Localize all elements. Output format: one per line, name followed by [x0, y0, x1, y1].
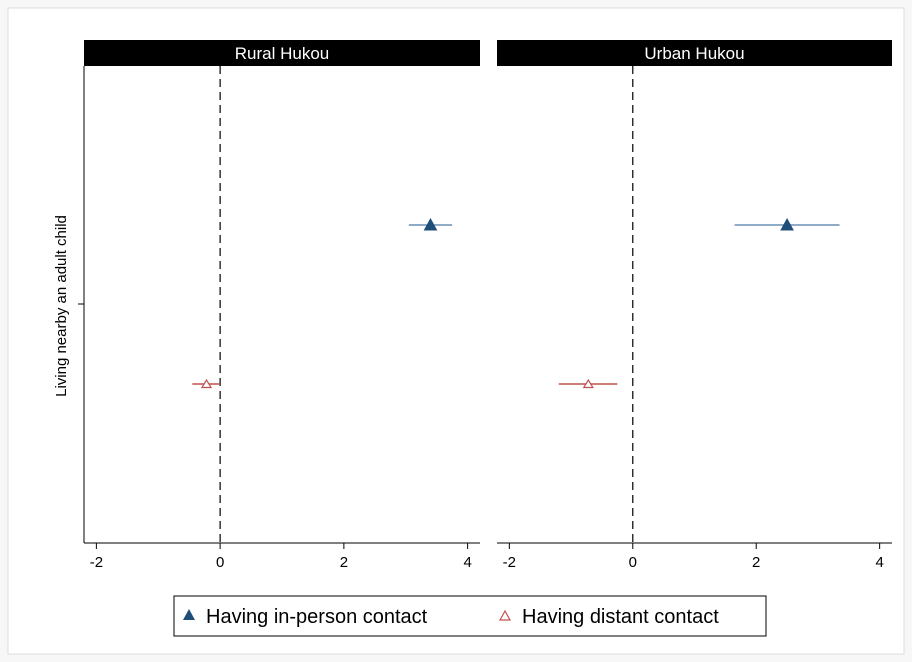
- panel-title: Urban Hukou: [644, 44, 744, 63]
- x-tick-label: 0: [629, 554, 637, 571]
- x-tick-label: -2: [503, 554, 516, 571]
- legend-label: Having distant contact: [522, 606, 719, 628]
- x-tick-label: 2: [752, 554, 760, 571]
- y-axis-label: Living nearby an adult child: [53, 215, 70, 397]
- legend-label: Having in-person contact: [206, 606, 428, 628]
- panel-strip: [84, 40, 480, 66]
- panel-strip: [497, 40, 892, 66]
- legend-box: [173, 595, 767, 637]
- panel-title: Rural Hukou: [235, 44, 330, 63]
- legend-marker-filled-triangle-icon: [183, 609, 195, 620]
- x-tick-label: -2: [90, 554, 103, 571]
- legend-marker-hollow-triangle-icon: [498, 609, 512, 621]
- x-tick-label: 0: [216, 554, 224, 571]
- panel-urban-hukou: Urban Hukou -2 0 2 4: [497, 40, 892, 571]
- x-tick-label: 4: [463, 554, 471, 571]
- legend: Having in-person contact Having distant c…: [173, 595, 767, 637]
- x-tick-label: 4: [875, 554, 883, 571]
- panel-rural-hukou: Rural Hukou -2 0 2 4: [84, 40, 480, 571]
- point-estimate: [780, 217, 794, 231]
- point-estimate: [582, 378, 594, 389]
- x-tick-label: 2: [340, 554, 348, 571]
- point-estimate: [200, 378, 213, 389]
- point-estimate: [423, 217, 438, 231]
